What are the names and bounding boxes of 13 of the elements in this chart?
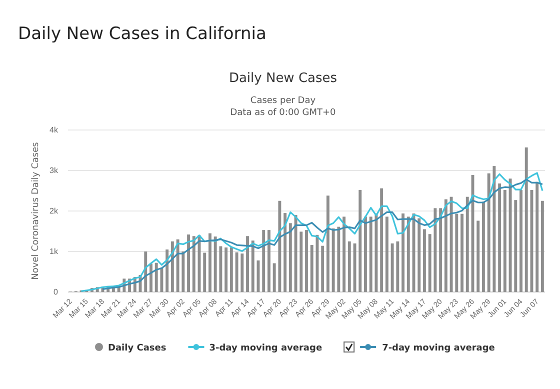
y-tick-label: 3k: [50, 166, 59, 176]
chart-subtitle: Daily New Cases: [228, 71, 338, 86]
y-tick-label: 0: [54, 288, 59, 297]
text: Cases per Day: [250, 96, 316, 106]
y-axis-title: Novel Coronavirus Daily Cases: [31, 142, 41, 280]
y-tick-label: 1k: [50, 247, 59, 256]
legend-label: 7-day moving average: [382, 344, 495, 354]
text: Data as of 0:00 GMT+0: [230, 108, 336, 118]
legend-label: 3-day moving average: [209, 344, 322, 354]
y-tick-label: 4k: [50, 126, 59, 135]
legend-label: Daily Cases: [108, 344, 166, 354]
chart-title: Daily New Cases in California: [18, 24, 266, 44]
y-tick-label: 2k: [50, 206, 59, 216]
